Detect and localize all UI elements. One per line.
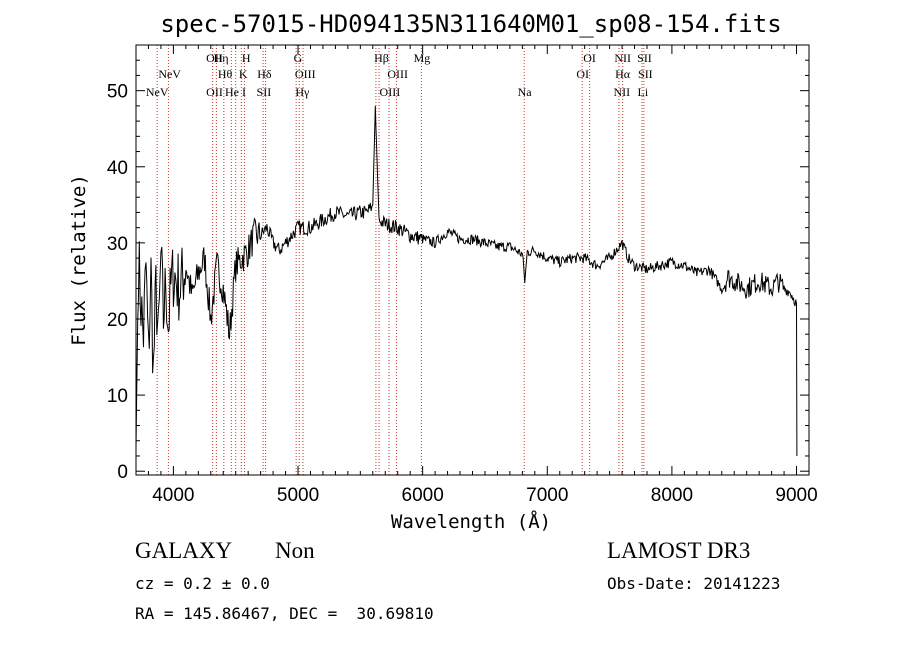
observation-date: Obs-Date: 20141223 (607, 574, 781, 593)
y-tick-label: 50 (107, 82, 128, 103)
spectral-line-label: Na (518, 85, 533, 99)
spectral-line-label: G (294, 51, 303, 65)
spectral-line-label: NII (614, 51, 631, 65)
spectral-line-labels: NeVNeVOIIOIIHηHθHeHKIHδSIIGOIIIHγHβOIIIO… (146, 51, 653, 99)
y-axis-label: Flux (relative) (68, 174, 90, 346)
spectral-line-label: K (239, 67, 248, 81)
spectral-line-label: Hγ (295, 85, 310, 99)
spectral-line-label: NII (613, 85, 630, 99)
object-type: GALAXY (135, 538, 233, 563)
spectral-line-label: Mg (414, 51, 431, 65)
spectral-line-label: SII (638, 67, 653, 81)
y-tick-label: 10 (107, 386, 128, 407)
spectral-line-label: I (242, 85, 246, 99)
coordinates: RA = 145.86467, DEC = 30.69810 (135, 604, 434, 623)
y-tick-label: 0 (117, 462, 128, 483)
x-axis-ticks: 4000 5000 6000 7000 8000 9000 (135, 45, 818, 506)
spectral-line-label: OIII (295, 67, 316, 81)
redshift-cz: cz = 0.2 ± 0.0 (135, 574, 270, 593)
spectral-line-label: SII (257, 85, 272, 99)
spectral-line-label: Hβ (374, 51, 389, 65)
x-tick-label: 9000 (775, 485, 817, 506)
survey-name: LAMOST DR3 (607, 538, 751, 563)
x-tick-label: 7000 (526, 485, 568, 506)
spectral-line-label: SII (637, 51, 652, 65)
x-tick-label: 8000 (651, 485, 693, 506)
spectral-line-label: Hα (615, 67, 631, 81)
flux-series-line (135, 105, 798, 457)
spectral-line-label: Li (638, 85, 649, 99)
object-subclass: Non (275, 538, 315, 563)
spectral-line-label: OI (583, 51, 596, 65)
spectral-line-label: H (242, 51, 251, 65)
y-tick-label: 40 (107, 158, 128, 179)
spectral-line-label: OI (576, 67, 589, 81)
spectral-line-label: OII (206, 51, 223, 65)
y-tick-label: 20 (107, 310, 128, 331)
x-axis-label: Wavelength (Å) (391, 510, 551, 533)
spectral-line-label: NeV (158, 67, 181, 81)
spectral-line-label: OIII (387, 67, 408, 81)
y-axis-ticks: 0 10 20 30 40 50 (107, 59, 809, 483)
y-tick-label: 30 (107, 234, 128, 255)
x-tick-label: 4000 (152, 485, 194, 506)
spectral-line-label: OII (206, 85, 223, 99)
spectral-line-label: OIII (380, 85, 401, 99)
x-tick-label: 6000 (402, 485, 444, 506)
series-layer (135, 105, 798, 457)
spectral-line-label: NeV (146, 85, 169, 99)
spectral-line-label: Hδ (257, 67, 272, 81)
spectral-line-label: He (225, 85, 239, 99)
x-tick-label: 5000 (277, 485, 319, 506)
spectral-line-label: Hθ (218, 67, 233, 81)
chart-title: spec-57015-HD094135N311640M01_sp08-154.f… (160, 10, 781, 38)
spectral-line-label: Hη (214, 51, 229, 65)
